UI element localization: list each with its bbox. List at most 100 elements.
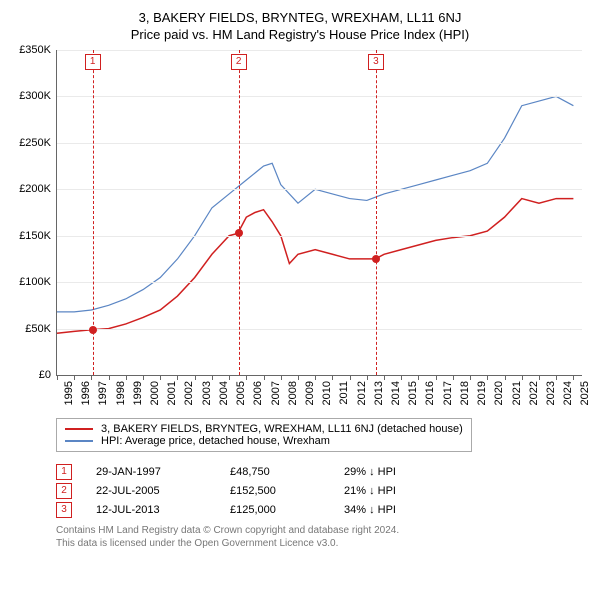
sale-marker-line [376, 50, 377, 375]
x-tick [436, 375, 437, 380]
gridline [57, 329, 582, 330]
x-tick [126, 375, 127, 380]
sales-row-delta: 29% ↓ HPI [344, 466, 396, 478]
x-tick-label: 2013 [371, 381, 385, 405]
series-line-property_price [57, 199, 573, 334]
attribution: Contains HM Land Registry data © Crown c… [56, 524, 590, 550]
sales-row: 222-JUL-2005£152,50021% ↓ HPI [56, 483, 590, 499]
x-tick-label: 1997 [95, 381, 109, 405]
sale-dot [372, 255, 380, 263]
x-tick [109, 375, 110, 380]
x-tick-label: 2019 [474, 381, 488, 405]
x-tick-label: 2022 [526, 381, 540, 405]
y-tick-label: £150K [19, 230, 57, 242]
sale-marker-line [239, 50, 240, 375]
gridline [57, 96, 582, 97]
legend: 3, BAKERY FIELDS, BRYNTEG, WREXHAM, LL11… [56, 418, 472, 452]
x-tick [212, 375, 213, 380]
x-tick-label: 2005 [233, 381, 247, 405]
sale-marker-box: 3 [368, 54, 384, 70]
x-tick-label: 2018 [457, 381, 471, 405]
x-tick [384, 375, 385, 380]
legend-swatch [65, 428, 93, 430]
chart-container: 3, BAKERY FIELDS, BRYNTEG, WREXHAM, LL11… [0, 0, 600, 556]
x-tick [281, 375, 282, 380]
x-tick-label: 2002 [181, 381, 195, 405]
title-block: 3, BAKERY FIELDS, BRYNTEG, WREXHAM, LL11… [10, 10, 590, 42]
gridline [57, 143, 582, 144]
sales-row-delta: 21% ↓ HPI [344, 485, 396, 497]
x-tick [522, 375, 523, 380]
y-tick-label: £200K [19, 183, 57, 195]
x-tick [332, 375, 333, 380]
sale-dot [235, 229, 243, 237]
plot-outer: £0£50K£100K£150K£200K£250K£300K£350K1995… [56, 50, 582, 410]
chart-svg [57, 50, 582, 375]
x-tick [401, 375, 402, 380]
x-tick [74, 375, 75, 380]
x-tick-label: 2012 [354, 381, 368, 405]
x-tick [246, 375, 247, 380]
chart-title-line1: 3, BAKERY FIELDS, BRYNTEG, WREXHAM, LL11… [10, 10, 590, 25]
y-tick-label: £100K [19, 276, 57, 288]
gridline [57, 50, 582, 51]
x-tick [556, 375, 557, 380]
x-tick [350, 375, 351, 380]
x-tick-label: 2010 [319, 381, 333, 405]
sale-marker-box: 1 [85, 54, 101, 70]
x-tick [195, 375, 196, 380]
sales-row: 312-JUL-2013£125,00034% ↓ HPI [56, 502, 590, 518]
x-tick-label: 2014 [388, 381, 402, 405]
sales-row-date: 22-JUL-2005 [96, 485, 206, 497]
y-tick-label: £50K [25, 323, 57, 335]
sales-row-price: £125,000 [230, 504, 320, 516]
x-tick [470, 375, 471, 380]
legend-swatch [65, 440, 93, 442]
legend-row: HPI: Average price, detached house, Wrex… [65, 435, 463, 447]
x-tick-label: 1996 [78, 381, 92, 405]
x-tick-label: 2008 [285, 381, 299, 405]
gridline [57, 282, 582, 283]
sales-row-index: 1 [56, 464, 72, 480]
x-tick [539, 375, 540, 380]
gridline [57, 189, 582, 190]
sales-row-delta: 34% ↓ HPI [344, 504, 396, 516]
x-tick [453, 375, 454, 380]
x-tick-label: 2003 [199, 381, 213, 405]
x-tick [298, 375, 299, 380]
sales-row-date: 29-JAN-1997 [96, 466, 206, 478]
x-tick [160, 375, 161, 380]
sales-table: 1 29-JAN-1997 £48,750 29% ↓ HPI 222-JUL-2005… [56, 464, 590, 518]
x-tick-label: 2007 [268, 381, 282, 405]
x-tick-label: 2000 [147, 381, 161, 405]
x-tick-label: 2023 [543, 381, 557, 405]
x-tick [143, 375, 144, 380]
x-tick-label: 2015 [405, 381, 419, 405]
x-tick-label: 1999 [130, 381, 144, 405]
x-tick-label: 2001 [164, 381, 178, 405]
x-tick [487, 375, 488, 380]
x-tick [229, 375, 230, 380]
attribution-line1: Contains HM Land Registry data © Crown c… [56, 524, 590, 537]
legend-label: 3, BAKERY FIELDS, BRYNTEG, WREXHAM, LL11… [101, 423, 463, 435]
chart-title-line2: Price paid vs. HM Land Registry's House … [10, 27, 590, 42]
sale-marker-box: 2 [231, 54, 247, 70]
x-tick [57, 375, 58, 380]
x-tick [573, 375, 574, 380]
x-tick-label: 1998 [113, 381, 127, 405]
y-tick-label: £300K [19, 90, 57, 102]
y-tick-label: £250K [19, 137, 57, 149]
y-tick-label: £350K [19, 44, 57, 56]
x-tick-label: 2004 [216, 381, 230, 405]
legend-label: HPI: Average price, detached house, Wrex… [101, 435, 330, 447]
x-tick [505, 375, 506, 380]
sales-row-price: £48,750 [230, 466, 320, 478]
x-tick [91, 375, 92, 380]
x-tick [315, 375, 316, 380]
sales-row-date: 12-JUL-2013 [96, 504, 206, 516]
x-tick [367, 375, 368, 380]
y-tick-label: £0 [39, 369, 57, 381]
attribution-line2: This data is licensed under the Open Gov… [56, 537, 590, 550]
legend-row: 3, BAKERY FIELDS, BRYNTEG, WREXHAM, LL11… [65, 423, 463, 435]
x-tick [264, 375, 265, 380]
